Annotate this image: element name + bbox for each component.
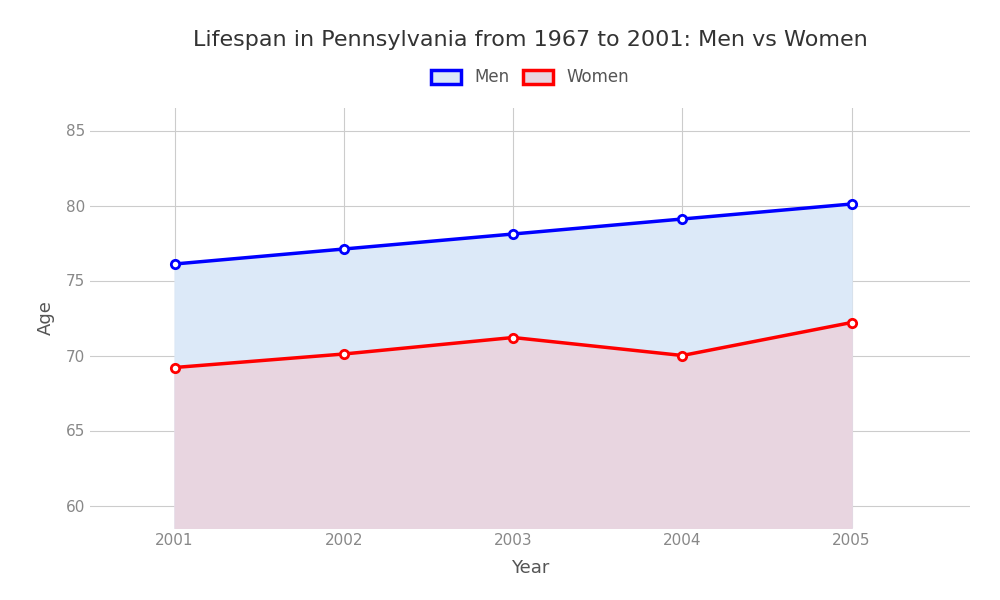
X-axis label: Year: Year (511, 559, 549, 577)
Legend: Men, Women: Men, Women (424, 62, 636, 93)
Y-axis label: Age: Age (37, 301, 55, 335)
Title: Lifespan in Pennsylvania from 1967 to 2001: Men vs Women: Lifespan in Pennsylvania from 1967 to 20… (193, 29, 867, 49)
